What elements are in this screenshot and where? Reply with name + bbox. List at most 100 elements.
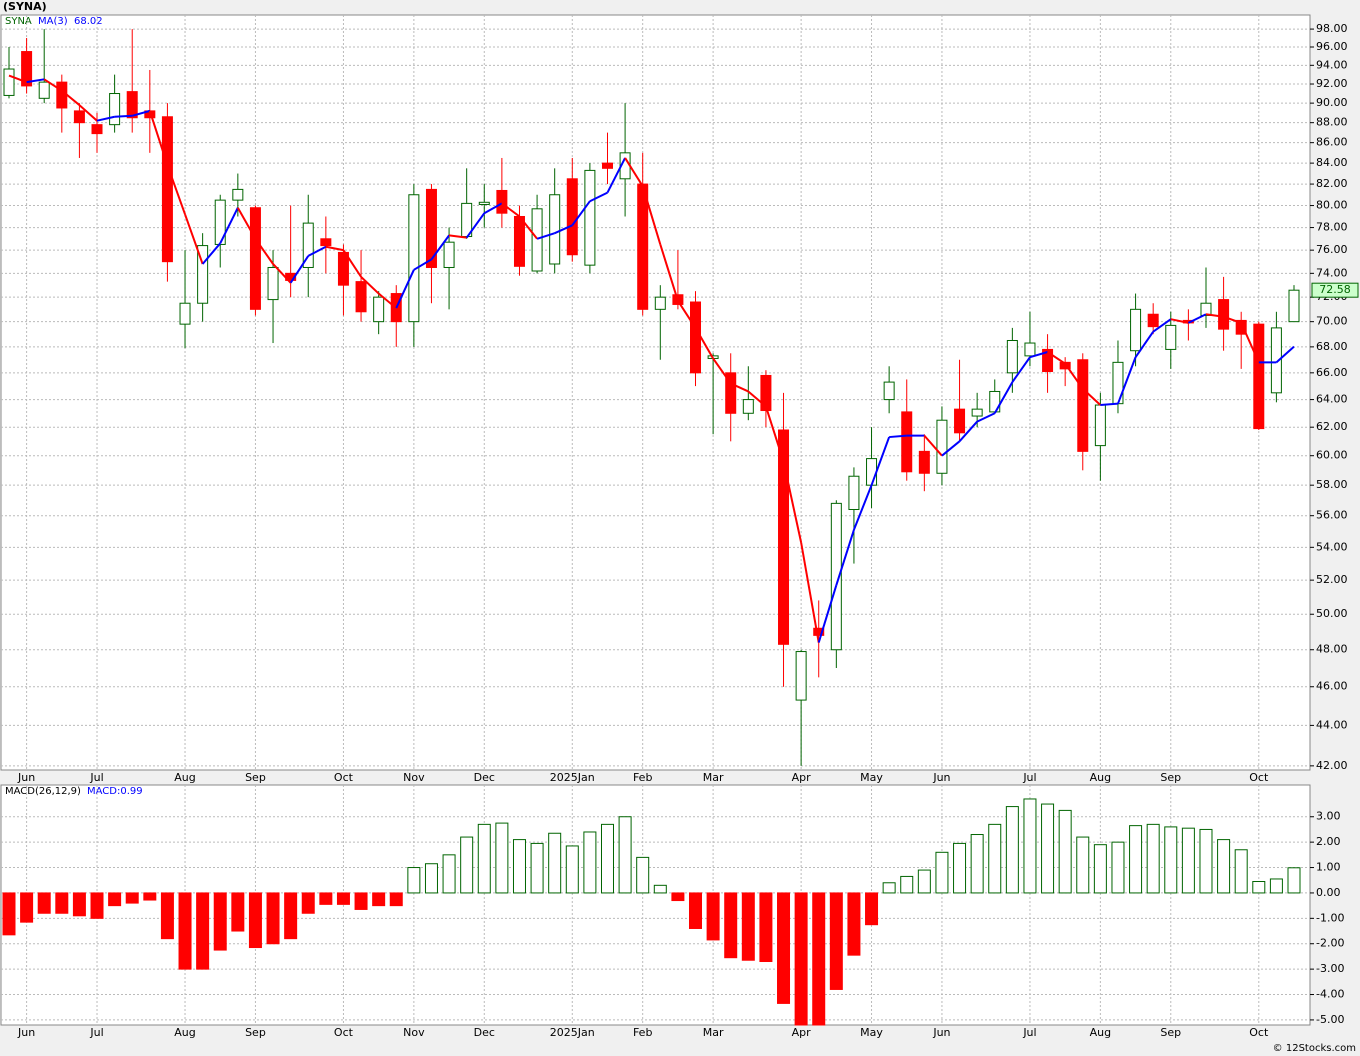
ma-segment (342, 249, 362, 278)
candle-body (3, 68, 15, 96)
ma-segment (712, 357, 732, 385)
y-tick-label: -5.00 (1316, 1013, 1344, 1026)
candle-body (830, 502, 842, 651)
ma-segment (413, 258, 432, 271)
ma-segment (184, 213, 204, 265)
y-tick-label: 54.00 (1316, 540, 1348, 553)
x-tick-label: Sep (1160, 771, 1181, 784)
macd-bar (935, 851, 949, 894)
legend-ma: MA(3) (38, 16, 68, 27)
y-tick-label: -3.00 (1316, 962, 1344, 975)
candle-body (1094, 404, 1106, 447)
macd-bar (1093, 844, 1107, 894)
price-panel (0, 14, 1311, 771)
macd-bar (1181, 827, 1195, 894)
macd-bar (759, 892, 773, 963)
candle-body (302, 222, 314, 268)
ma-segment (641, 185, 662, 245)
ma-segment (624, 157, 644, 187)
macd-legend-value: MACD:0.99 (87, 786, 143, 797)
ma-segment (870, 436, 891, 486)
macd-bar (1234, 849, 1248, 894)
ma-segment (1205, 313, 1224, 318)
x-tick-label: Feb (633, 1026, 652, 1039)
macd-bar (917, 869, 931, 894)
ma-segment (43, 78, 63, 92)
y-tick-label: 88.00 (1316, 116, 1348, 129)
ma-segment (1223, 315, 1242, 324)
ma-segment (1134, 331, 1155, 358)
macd-bar (284, 892, 298, 940)
macd-bar (178, 892, 192, 970)
y-tick-label: 58.00 (1316, 478, 1348, 491)
candle-body (1253, 323, 1265, 430)
macd-bar (1199, 828, 1213, 894)
macd-bar (1005, 806, 1019, 894)
ma-segment (606, 157, 626, 194)
ma-segment (835, 529, 855, 586)
ma-segment (817, 584, 838, 643)
candle-body (513, 215, 525, 267)
candle-body (848, 475, 860, 511)
macd-bar (301, 892, 315, 914)
macd-bar (530, 842, 544, 894)
ma-segment (923, 434, 943, 457)
legend-symbol: SYNA (5, 16, 32, 27)
ma-segment (114, 114, 133, 118)
y-tick-label: 50.00 (1316, 607, 1348, 620)
macd-bar (2, 892, 16, 936)
candle-body (1130, 308, 1142, 352)
macd-bar (55, 892, 69, 914)
candle-body (813, 627, 825, 636)
x-tick-label: Dec (474, 1026, 495, 1039)
ma-segment (782, 461, 803, 543)
x-tick-label: Jun (932, 771, 950, 784)
x-tick-label: Oct (334, 1026, 354, 1039)
macd-legend: MACD(26,12,9) (5, 786, 81, 797)
macd-bar (512, 839, 526, 894)
macd-bar (1287, 867, 1301, 894)
macd-bar (160, 892, 174, 940)
macd-bar (407, 867, 421, 894)
y-tick-label: 48.00 (1316, 643, 1348, 656)
ma-segment (219, 207, 239, 244)
candle-body (320, 238, 332, 247)
ma-segment (360, 276, 380, 295)
macd-bar (477, 823, 491, 894)
macd-bar (20, 892, 34, 923)
candle-body (584, 169, 596, 266)
macd-bar (777, 892, 791, 1004)
ma-segment (889, 434, 907, 439)
macd-bar (108, 892, 122, 907)
candle-body (496, 189, 508, 214)
candle-body (742, 399, 754, 414)
y-tick-label: 64.00 (1316, 393, 1348, 406)
candle-body (725, 372, 737, 414)
macd-bar (794, 892, 808, 1026)
ma-segment (1187, 313, 1207, 324)
ma-segment (1170, 318, 1189, 324)
ma-segment (518, 215, 538, 240)
candle-body (566, 178, 578, 256)
macd-bar (72, 892, 86, 917)
y-tick-label: -4.00 (1316, 988, 1344, 1001)
ma-segment (1117, 356, 1137, 405)
candle-body (337, 251, 349, 286)
ma-segment (571, 200, 591, 226)
last-price-label: 72.58 (1319, 283, 1351, 296)
macd-bar (1252, 881, 1266, 894)
x-tick-label: Sep (245, 1026, 266, 1039)
ma-segment (730, 382, 749, 393)
ma-segment (554, 224, 573, 235)
x-tick-label: Nov (403, 1026, 425, 1039)
y-tick-label: 92.00 (1316, 77, 1348, 90)
y-tick-label: 56.00 (1316, 509, 1348, 522)
macd-bar (812, 892, 826, 1026)
macd-bar (424, 863, 438, 894)
ma-segment (61, 89, 81, 106)
y-tick-label: 62.00 (1316, 420, 1348, 433)
ma-segment (694, 327, 714, 359)
macd-bar (372, 892, 386, 907)
